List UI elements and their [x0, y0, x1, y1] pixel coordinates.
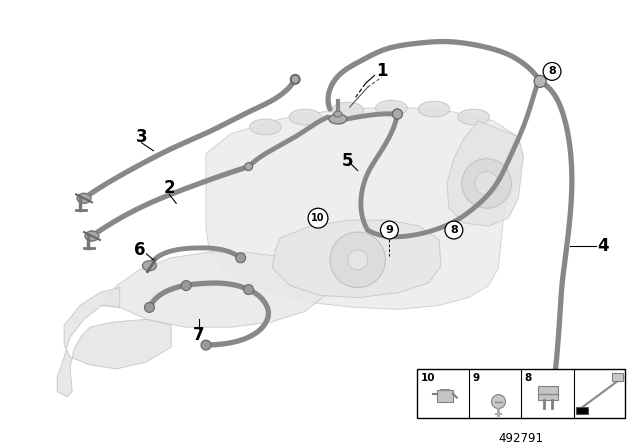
- Circle shape: [381, 221, 398, 239]
- Ellipse shape: [77, 194, 91, 203]
- Ellipse shape: [85, 231, 99, 241]
- Text: 9: 9: [473, 373, 480, 383]
- Text: 4: 4: [598, 237, 609, 255]
- Circle shape: [392, 109, 403, 119]
- Ellipse shape: [332, 102, 364, 118]
- Circle shape: [244, 284, 253, 294]
- Circle shape: [291, 74, 300, 84]
- Polygon shape: [273, 220, 441, 297]
- Text: 8: 8: [524, 373, 532, 383]
- Circle shape: [534, 75, 546, 87]
- FancyBboxPatch shape: [612, 373, 623, 381]
- Circle shape: [244, 163, 253, 171]
- FancyBboxPatch shape: [417, 369, 625, 418]
- Circle shape: [348, 250, 367, 270]
- Circle shape: [79, 194, 89, 203]
- Text: 1: 1: [376, 62, 387, 80]
- Text: 10: 10: [421, 373, 436, 383]
- Ellipse shape: [250, 119, 282, 135]
- Polygon shape: [57, 288, 172, 396]
- Ellipse shape: [334, 111, 342, 117]
- Text: 7: 7: [193, 326, 205, 344]
- FancyBboxPatch shape: [576, 406, 588, 414]
- Circle shape: [181, 280, 191, 291]
- Polygon shape: [206, 107, 524, 310]
- Text: 492791: 492791: [499, 432, 544, 445]
- Ellipse shape: [329, 114, 347, 124]
- Circle shape: [543, 62, 561, 80]
- Text: 6: 6: [134, 241, 145, 259]
- Polygon shape: [102, 252, 330, 327]
- FancyBboxPatch shape: [538, 386, 558, 400]
- Text: 10: 10: [311, 213, 324, 223]
- Circle shape: [462, 159, 511, 208]
- Text: 2: 2: [163, 179, 175, 198]
- Ellipse shape: [289, 109, 321, 125]
- Ellipse shape: [376, 100, 407, 116]
- FancyBboxPatch shape: [437, 390, 453, 401]
- Text: 3: 3: [136, 128, 147, 146]
- Circle shape: [87, 231, 97, 241]
- Circle shape: [545, 396, 555, 406]
- Ellipse shape: [458, 109, 490, 125]
- Circle shape: [534, 75, 546, 87]
- Text: 8: 8: [548, 66, 556, 77]
- Ellipse shape: [143, 261, 156, 271]
- Circle shape: [236, 253, 246, 263]
- Circle shape: [492, 395, 506, 409]
- Text: 8: 8: [450, 225, 458, 235]
- Circle shape: [308, 208, 328, 228]
- Text: 5: 5: [342, 151, 353, 170]
- Circle shape: [445, 221, 463, 239]
- Polygon shape: [447, 121, 524, 226]
- Circle shape: [201, 340, 211, 350]
- Text: 9: 9: [385, 225, 394, 235]
- Circle shape: [475, 172, 499, 195]
- Circle shape: [330, 232, 385, 288]
- Circle shape: [291, 75, 299, 83]
- Circle shape: [145, 302, 154, 312]
- Ellipse shape: [418, 101, 450, 117]
- Circle shape: [392, 109, 403, 119]
